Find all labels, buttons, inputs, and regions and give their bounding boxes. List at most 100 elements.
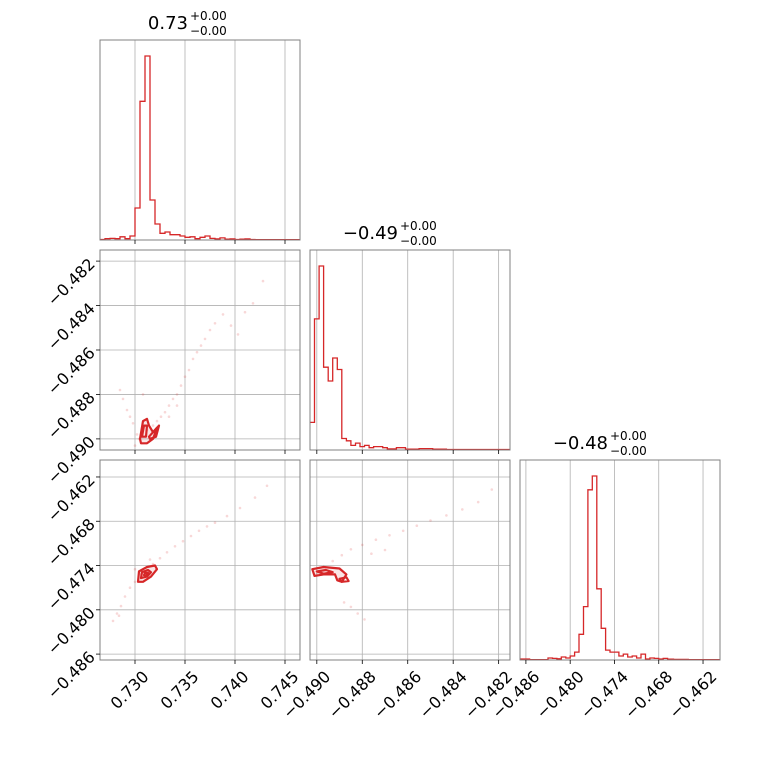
panel-frame-p22 bbox=[519, 459, 721, 661]
scatter-point bbox=[225, 514, 229, 518]
y-tick-label: −0.468 bbox=[43, 515, 98, 570]
scatter-point bbox=[175, 404, 179, 407]
scatter-point bbox=[163, 410, 167, 414]
scatter-point bbox=[187, 368, 191, 372]
scatter-point bbox=[229, 324, 233, 327]
scatter-point bbox=[167, 404, 171, 407]
scatter-point bbox=[415, 524, 419, 527]
scatter-point bbox=[388, 534, 391, 537]
panel-title-lower-error: −0.00 bbox=[190, 24, 227, 38]
y-tick-label: −0.486 bbox=[43, 647, 98, 702]
panel-title-lower-error: −0.00 bbox=[400, 234, 437, 248]
y-tick-label: −0.482 bbox=[43, 254, 98, 309]
x-tick-label: −0.462 bbox=[665, 667, 720, 722]
text-layer: 0.73 +0.00−0.00−0.49 +0.00−0.00−0.48 +0.00−… bbox=[43, 9, 720, 722]
x-tick-label: −0.484 bbox=[415, 667, 470, 722]
scatter-point bbox=[208, 328, 212, 332]
scatter-point bbox=[173, 545, 177, 548]
scatter-point bbox=[183, 375, 187, 379]
density-contour bbox=[315, 568, 334, 575]
y-tick-label: −0.480 bbox=[43, 603, 98, 658]
scatter-point bbox=[331, 559, 335, 563]
scatter-point bbox=[213, 521, 217, 524]
scatter-point bbox=[119, 604, 123, 608]
x-tick-label: −0.486 bbox=[370, 667, 425, 722]
scatter-point bbox=[125, 408, 129, 412]
histogram-step-p22 bbox=[520, 475, 720, 661]
x-tick-label: −0.468 bbox=[621, 667, 676, 722]
y-tick-label: −0.488 bbox=[43, 388, 98, 443]
scatter-point bbox=[363, 618, 366, 621]
scatter-point bbox=[349, 605, 353, 609]
panel-title-upper-error: +0.00 bbox=[400, 219, 437, 233]
x-tick-label: 0.730 bbox=[107, 667, 153, 713]
scatter-point bbox=[490, 488, 494, 491]
histogram-step-p11 bbox=[310, 265, 510, 451]
scatter-point bbox=[383, 548, 387, 552]
scatter-point bbox=[429, 519, 432, 522]
density-contour bbox=[338, 576, 350, 583]
scatter-point bbox=[349, 548, 353, 551]
scatter-point bbox=[148, 558, 152, 561]
panel-frame-p11 bbox=[309, 249, 511, 451]
x-tick-label: −0.488 bbox=[325, 667, 380, 722]
scatter-point bbox=[111, 619, 115, 623]
panel-frame-p21 bbox=[309, 459, 511, 661]
scatter-point bbox=[356, 612, 360, 615]
scatter-point bbox=[236, 333, 240, 336]
scatter-point bbox=[370, 552, 373, 555]
panel-title-lower-error: −0.00 bbox=[610, 444, 647, 458]
x-tick-label: 0.740 bbox=[207, 667, 253, 713]
scatter-point bbox=[151, 424, 155, 427]
scatter-point bbox=[128, 586, 132, 589]
scatter-point bbox=[221, 313, 225, 316]
x-tick-label: −0.480 bbox=[532, 667, 587, 722]
scatter-point bbox=[159, 415, 163, 419]
scatter-point bbox=[445, 514, 448, 517]
panel-frame-p00 bbox=[99, 39, 301, 241]
x-tick-label: −0.474 bbox=[577, 667, 632, 722]
scatter-point bbox=[243, 310, 247, 314]
panel-title-upper-error: +0.00 bbox=[610, 429, 647, 443]
density-contour bbox=[140, 424, 149, 438]
scatter-point bbox=[181, 539, 185, 543]
scatter-point bbox=[165, 551, 169, 554]
scatter-point bbox=[461, 508, 464, 511]
scatter-point bbox=[158, 556, 162, 560]
scatter-point bbox=[374, 538, 378, 541]
scatter-point bbox=[340, 553, 344, 557]
panel-title-value: −0.48 bbox=[553, 433, 608, 454]
y-tick-label: −0.486 bbox=[43, 343, 98, 398]
scatter-point bbox=[199, 344, 203, 347]
scatter-point bbox=[476, 500, 480, 504]
scatter-point bbox=[175, 393, 179, 396]
scatter-point bbox=[342, 601, 346, 604]
scatter-point bbox=[261, 279, 265, 283]
density-contour bbox=[142, 571, 150, 577]
panel-frame-p20 bbox=[99, 459, 301, 661]
y-tick-label: −0.484 bbox=[43, 299, 98, 354]
scatter-point bbox=[133, 580, 137, 584]
scatter-point bbox=[128, 415, 132, 419]
data-layer bbox=[100, 55, 720, 661]
scatter-point bbox=[197, 529, 201, 533]
scatter-point bbox=[115, 612, 119, 615]
scatter-point bbox=[155, 419, 159, 423]
scatter-point bbox=[121, 397, 125, 401]
scatter-point bbox=[213, 322, 217, 325]
density-contour bbox=[147, 424, 161, 440]
panel-title-value: −0.49 bbox=[343, 223, 398, 244]
panel-title-value: 0.73 bbox=[148, 13, 188, 34]
histogram-step-p00 bbox=[100, 55, 300, 241]
y-tick-label: −0.474 bbox=[43, 559, 98, 614]
frame-layer bbox=[96, 39, 721, 664]
scatter-point bbox=[238, 506, 242, 510]
scatter-point bbox=[191, 357, 195, 361]
scatter-point bbox=[141, 393, 145, 396]
grid-layer bbox=[100, 40, 704, 660]
scatter-point bbox=[195, 350, 199, 354]
scatter-point bbox=[251, 302, 255, 305]
scatter-point bbox=[361, 543, 364, 547]
x-tick-label: 0.735 bbox=[157, 667, 203, 713]
